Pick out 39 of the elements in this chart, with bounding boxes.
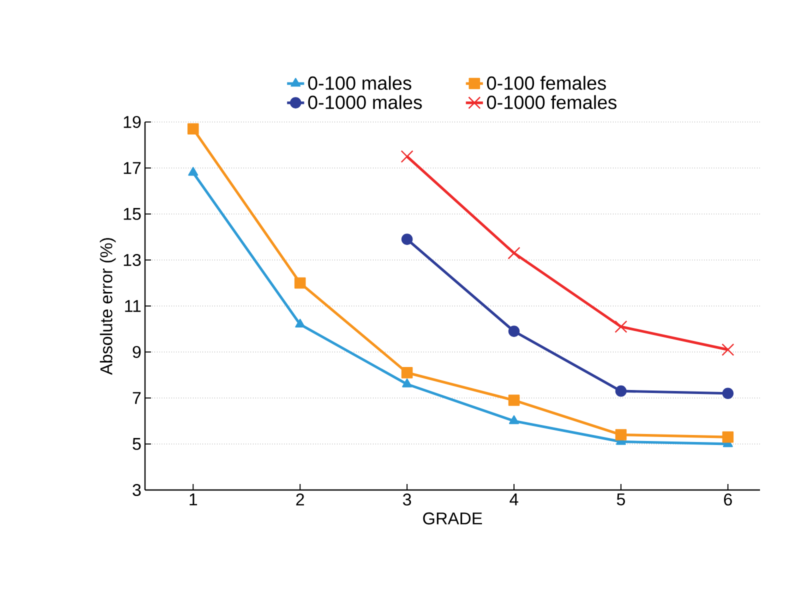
point <box>722 388 734 400</box>
legend-label: 0-1000 females <box>486 95 616 110</box>
y-axis-title: Absolute error (%) <box>100 238 116 375</box>
y-tick-label: 15 <box>124 208 141 220</box>
y-tick-label: 5 <box>132 438 141 450</box>
x-tick-label: 4 <box>510 494 518 506</box>
legend-label: 0-100 males <box>308 76 412 90</box>
point <box>615 429 627 440</box>
point <box>402 378 412 388</box>
point <box>508 326 520 337</box>
point <box>401 234 413 245</box>
y-tick-label: 11 <box>125 300 141 312</box>
y-tick-label: 19 <box>124 116 141 128</box>
point <box>295 318 306 328</box>
point <box>294 277 306 289</box>
legend-label: 0-100 females <box>486 76 606 90</box>
legend-label: 0-1000 males <box>308 95 422 110</box>
point <box>187 123 199 135</box>
point <box>508 394 520 406</box>
x-tick-label: 2 <box>296 494 304 506</box>
y-tick-label: 13 <box>124 254 141 266</box>
point <box>722 431 734 443</box>
point <box>400 150 414 163</box>
y-tick-label: 7 <box>132 392 141 404</box>
x-tick-label: 6 <box>724 494 732 506</box>
x-tick-label: 3 <box>402 494 412 506</box>
point <box>722 343 734 356</box>
y-tick-label: 17 <box>124 162 141 174</box>
point <box>615 385 627 397</box>
point <box>509 415 519 424</box>
x-tick-label: 1 <box>190 494 198 506</box>
y-tick-label: 3 <box>132 484 141 496</box>
point <box>614 320 628 333</box>
point <box>508 246 520 260</box>
x-axis-title: GRADE <box>423 512 482 524</box>
point <box>401 367 413 378</box>
x-tick-label: 5 <box>616 494 625 506</box>
point <box>188 166 198 176</box>
y-tick-label: 9 <box>132 346 141 358</box>
